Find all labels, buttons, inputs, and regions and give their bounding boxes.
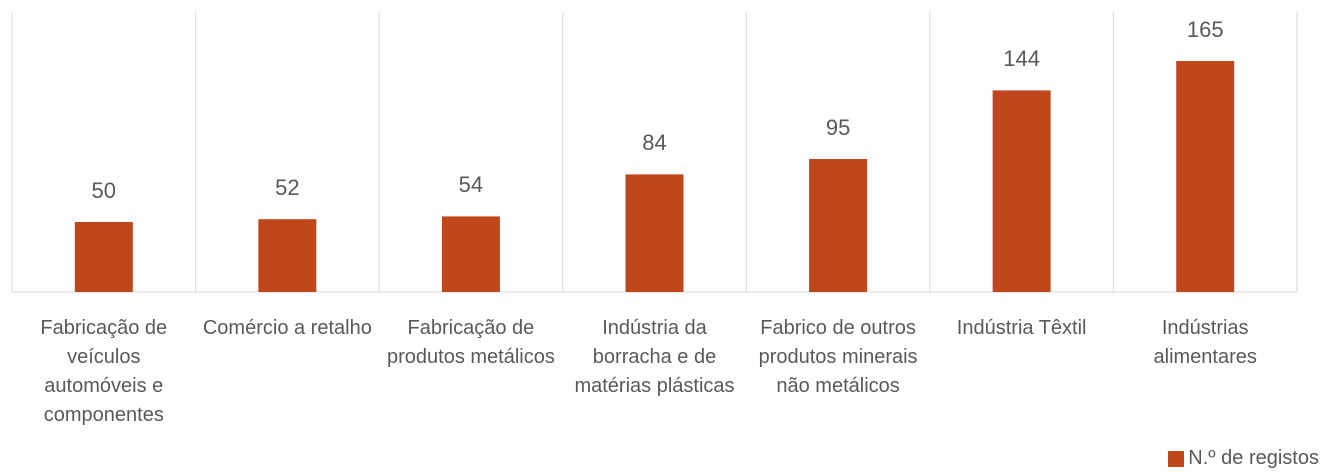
data-label: 52 (275, 175, 299, 200)
data-label: 144 (1003, 46, 1040, 71)
x-tick-label: Indústria da borracha e de matérias plás… (574, 317, 735, 397)
legend-swatch (1168, 450, 1185, 467)
legend-label: N.º de registos (1188, 447, 1319, 469)
bar (625, 174, 684, 292)
x-tick-label: Fabricação de produtos metálicos (386, 317, 555, 368)
data-label: 95 (826, 115, 850, 140)
x-tick-label: Indústria Têxtil (956, 317, 1087, 339)
bar (992, 90, 1051, 293)
bar (258, 219, 317, 292)
legend-entry: N.º de registos (1168, 447, 1319, 470)
bar (441, 216, 500, 292)
bar (1176, 61, 1235, 292)
x-tick-label: Comércio a retalho (202, 317, 372, 339)
data-label: 84 (642, 130, 666, 155)
bar (74, 222, 133, 292)
data-label: 50 (92, 178, 116, 203)
data-label: 165 (1187, 17, 1224, 42)
bar (809, 159, 868, 292)
data-label: 54 (459, 172, 483, 197)
x-tick-label: Fabrico de outros produtos minerais não … (758, 317, 918, 397)
x-tick-label: Fabricação de veículos automóveis e comp… (40, 317, 168, 426)
x-tick-label: Indústrias alimentares (1153, 317, 1257, 368)
